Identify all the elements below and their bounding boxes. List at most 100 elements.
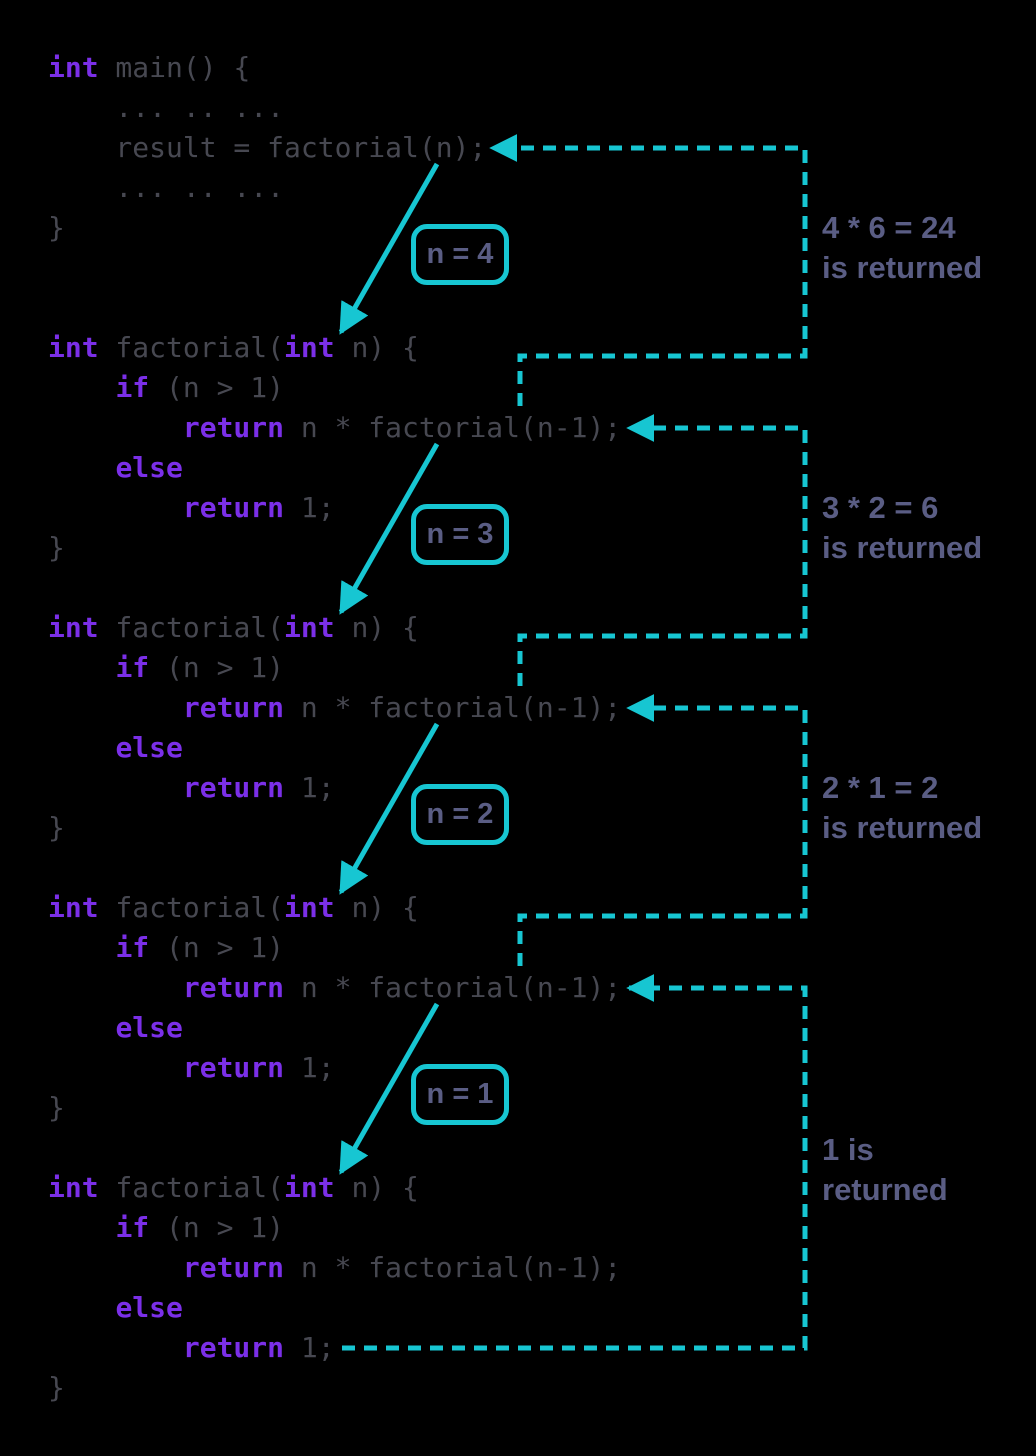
code-line: if (n > 1) [48,928,621,968]
keyword-token: return [182,1051,285,1084]
return-annotation-line: 2 * 1 = 2 [822,770,939,805]
call-value-box-n2: n = 2 [411,784,509,845]
return-annotation-line: 1 is [822,1132,874,1167]
code-token [48,491,183,524]
keyword-token: if [115,931,150,964]
code-token: n * factorial(n-1); [284,971,622,1004]
code-token [48,451,115,484]
code-token: n * factorial(n-1); [284,691,622,724]
code-line: if (n > 1) [48,648,621,688]
code-line: return n * factorial(n-1); [48,688,621,728]
return-path-1 [342,974,808,1351]
code-token: result = factorial(n); [48,131,487,164]
factorial-frame-4: int factorial(int n) { if (n > 1) return… [48,1168,621,1408]
return-annotation-1: 1 is returned [822,1130,948,1210]
keyword-token: return [182,411,285,444]
code-line: return 1; [48,1048,621,1088]
keyword-token: else [115,1011,183,1044]
code-line: ... .. ... [48,88,486,128]
keyword-token: int [48,331,99,364]
code-token: factorial( [98,1171,285,1204]
code-line: } [48,1088,621,1128]
keyword-token: return [182,1251,285,1284]
code-line: } [48,808,621,848]
keyword-token: int [48,51,99,84]
code-token: factorial( [98,891,285,924]
code-token: n) { [334,1171,419,1204]
factorial-frame-1: int factorial(int n) { if (n > 1) return… [48,328,621,568]
code-token: } [48,211,65,244]
code-line: } [48,528,621,568]
code-line: int factorial(int n) { [48,608,621,648]
code-token [48,371,115,404]
code-token: ... .. ... [48,171,285,204]
call-arrow-n4 [338,162,440,335]
code-line: int main() { [48,48,486,88]
call-arrow-n1 [338,1002,440,1175]
code-token [48,1011,115,1044]
code-line: return n * factorial(n-1); [48,408,621,448]
return-annotation-line: is returned [822,250,983,285]
code-token [48,411,183,444]
code-token [48,1211,115,1244]
code-token: } [48,1371,65,1404]
code-token: } [48,531,65,564]
code-token: } [48,1091,65,1124]
code-line: if (n > 1) [48,368,621,408]
code-token: (n > 1) [149,1211,285,1244]
keyword-token: return [182,691,285,724]
code-line: return n * factorial(n-1); [48,1248,621,1288]
code-token [48,931,115,964]
code-token [48,651,115,684]
code-token [48,1251,183,1284]
return-annotation-6: 3 * 2 = 6 is returned [822,488,982,568]
code-line: int factorial(int n) { [48,1168,621,1208]
code-token: (n > 1) [149,651,285,684]
keyword-token: return [182,971,285,1004]
code-token [48,971,183,1004]
return-annotation-24: 4 * 6 = 24 is returned [822,208,982,288]
code-line: if (n > 1) [48,1208,621,1248]
code-token: (n > 1) [149,931,285,964]
code-line: return 1; [48,488,621,528]
code-line: int factorial(int n) { [48,888,621,928]
code-token: n * factorial(n-1); [284,411,622,444]
return-path-24 [489,134,808,406]
code-line: else [48,1008,621,1048]
call-arrow-n3 [338,442,440,615]
code-token: } [48,811,65,844]
code-token: main() { [98,51,251,84]
keyword-token: if [115,651,150,684]
keyword-token: return [182,771,285,804]
keyword-token: int [284,331,335,364]
call-value-label: n = 3 [426,518,494,550]
return-annotation-line: returned [822,1172,948,1207]
keyword-token: if [115,371,150,404]
code-token: n * factorial(n-1); [284,1251,622,1284]
keyword-token: int [284,1171,335,1204]
call-value-label: n = 4 [426,238,494,270]
call-value-label: n = 1 [426,1078,494,1110]
code-line: int factorial(int n) { [48,328,621,368]
call-value-label: n = 2 [426,798,494,830]
code-token: n) { [334,891,419,924]
code-token: factorial( [98,611,285,644]
code-token [48,1291,115,1324]
keyword-token: else [115,731,183,764]
keyword-token: return [182,491,285,524]
code-token: 1; [284,1051,335,1084]
factorial-frame-3: int factorial(int n) { if (n > 1) return… [48,888,621,1128]
keyword-token: else [115,451,183,484]
code-token: 1; [284,771,335,804]
keyword-token: if [115,1211,150,1244]
return-annotation-2: 2 * 1 = 2 is returned [822,768,982,848]
keyword-token: int [284,891,335,924]
code-token: 1; [284,491,335,524]
return-annotation-line: 3 * 2 = 6 [822,490,939,525]
code-token: n) { [334,331,419,364]
call-value-box-n4: n = 4 [411,224,509,285]
code-token [48,731,115,764]
return-annotation-line: is returned [822,810,983,845]
